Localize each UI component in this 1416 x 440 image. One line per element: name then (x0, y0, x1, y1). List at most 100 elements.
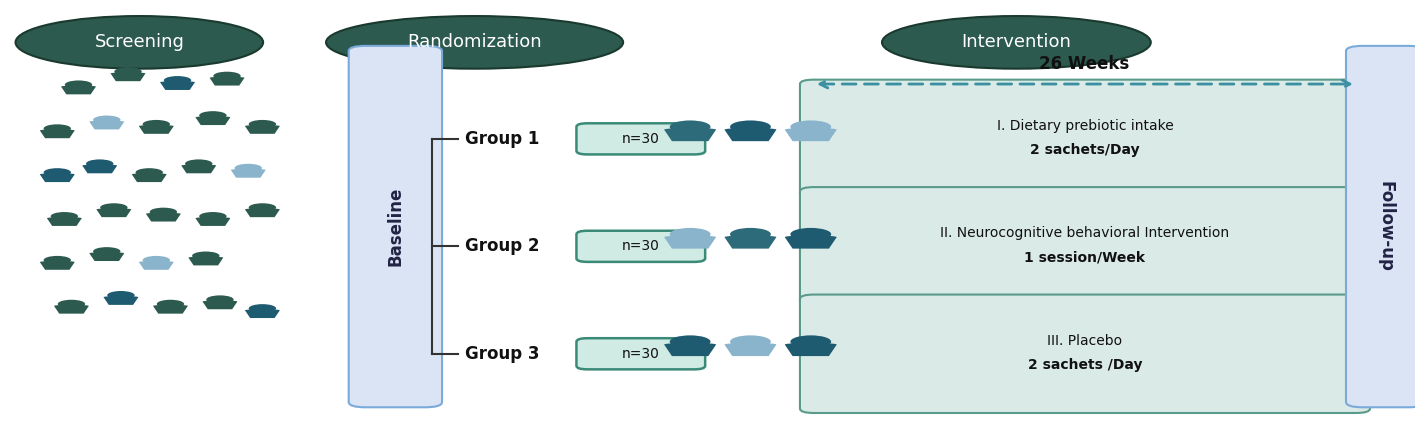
Circle shape (200, 111, 227, 120)
Polygon shape (153, 305, 188, 314)
Circle shape (164, 76, 191, 84)
FancyBboxPatch shape (576, 338, 705, 369)
Polygon shape (784, 235, 837, 249)
Polygon shape (784, 128, 837, 141)
Text: Randomization: Randomization (408, 33, 542, 51)
FancyBboxPatch shape (800, 294, 1371, 413)
Circle shape (790, 121, 831, 133)
FancyBboxPatch shape (1347, 46, 1416, 407)
Circle shape (65, 81, 92, 89)
Text: II. Neurocognitive behavioral Intervention: II. Neurocognitive behavioral Interventi… (940, 226, 1229, 240)
Circle shape (51, 212, 78, 220)
Circle shape (157, 300, 184, 308)
Circle shape (731, 121, 770, 133)
Circle shape (731, 228, 770, 241)
Ellipse shape (326, 16, 623, 69)
FancyBboxPatch shape (800, 187, 1371, 305)
Polygon shape (664, 235, 716, 249)
Text: Group 2: Group 2 (464, 237, 539, 255)
Text: III. Placebo: III. Placebo (1048, 334, 1123, 348)
Polygon shape (89, 252, 125, 261)
Text: Baseline: Baseline (387, 187, 405, 266)
Circle shape (249, 203, 276, 212)
Polygon shape (132, 173, 167, 182)
Polygon shape (181, 165, 217, 173)
Polygon shape (664, 343, 716, 356)
Polygon shape (47, 217, 82, 226)
Circle shape (670, 335, 711, 348)
Text: n=30: n=30 (622, 347, 660, 361)
Polygon shape (139, 261, 174, 270)
Circle shape (670, 121, 711, 133)
Polygon shape (40, 261, 75, 270)
Polygon shape (784, 343, 837, 356)
Polygon shape (231, 169, 266, 178)
Circle shape (44, 168, 71, 177)
Circle shape (200, 212, 227, 220)
Polygon shape (725, 128, 776, 141)
Circle shape (790, 335, 831, 348)
Circle shape (249, 120, 276, 128)
Circle shape (115, 67, 142, 76)
Polygon shape (160, 81, 195, 90)
Circle shape (101, 203, 127, 212)
Circle shape (670, 228, 711, 241)
Text: Follow-up: Follow-up (1376, 181, 1395, 272)
Circle shape (108, 291, 135, 300)
Circle shape (731, 335, 770, 348)
Polygon shape (664, 128, 716, 141)
Text: n=30: n=30 (622, 132, 660, 146)
Text: 2 sachets/Day: 2 sachets/Day (1031, 143, 1140, 157)
Polygon shape (725, 235, 776, 249)
Circle shape (58, 300, 85, 308)
Polygon shape (195, 116, 231, 125)
Circle shape (790, 228, 831, 241)
Text: 1 session/Week: 1 session/Week (1025, 250, 1146, 264)
Ellipse shape (882, 16, 1151, 69)
Circle shape (44, 256, 71, 264)
Text: I. Dietary prebiotic intake: I. Dietary prebiotic intake (997, 119, 1174, 133)
Polygon shape (245, 309, 280, 318)
Polygon shape (82, 165, 118, 173)
FancyBboxPatch shape (576, 123, 705, 154)
Polygon shape (210, 77, 245, 85)
Text: n=30: n=30 (622, 239, 660, 253)
Polygon shape (96, 208, 132, 217)
Circle shape (193, 252, 219, 260)
Polygon shape (61, 85, 96, 94)
FancyBboxPatch shape (348, 46, 442, 407)
Circle shape (150, 208, 177, 216)
Polygon shape (245, 208, 280, 217)
Polygon shape (146, 213, 181, 222)
Text: Group 1: Group 1 (464, 130, 539, 148)
Circle shape (44, 125, 71, 133)
Circle shape (207, 295, 234, 304)
Polygon shape (103, 296, 139, 305)
Polygon shape (54, 305, 89, 314)
Polygon shape (195, 217, 231, 226)
Circle shape (86, 159, 113, 168)
Text: Group 3: Group 3 (464, 345, 539, 363)
Circle shape (249, 304, 276, 313)
FancyBboxPatch shape (800, 80, 1371, 198)
Ellipse shape (16, 16, 263, 69)
FancyBboxPatch shape (576, 231, 705, 262)
Polygon shape (89, 121, 125, 129)
Text: Intervention: Intervention (961, 33, 1072, 51)
Polygon shape (202, 301, 238, 309)
Circle shape (214, 72, 241, 80)
Circle shape (93, 247, 120, 256)
Polygon shape (40, 173, 75, 182)
Text: 2 sachets /Day: 2 sachets /Day (1028, 358, 1143, 372)
Circle shape (93, 116, 120, 124)
Text: Screening: Screening (95, 33, 184, 51)
Polygon shape (110, 72, 146, 81)
Circle shape (185, 159, 212, 168)
Circle shape (235, 164, 262, 172)
Polygon shape (139, 125, 174, 134)
Polygon shape (245, 125, 280, 134)
Polygon shape (188, 257, 224, 265)
Polygon shape (725, 343, 776, 356)
Circle shape (143, 120, 170, 128)
Circle shape (136, 168, 163, 177)
